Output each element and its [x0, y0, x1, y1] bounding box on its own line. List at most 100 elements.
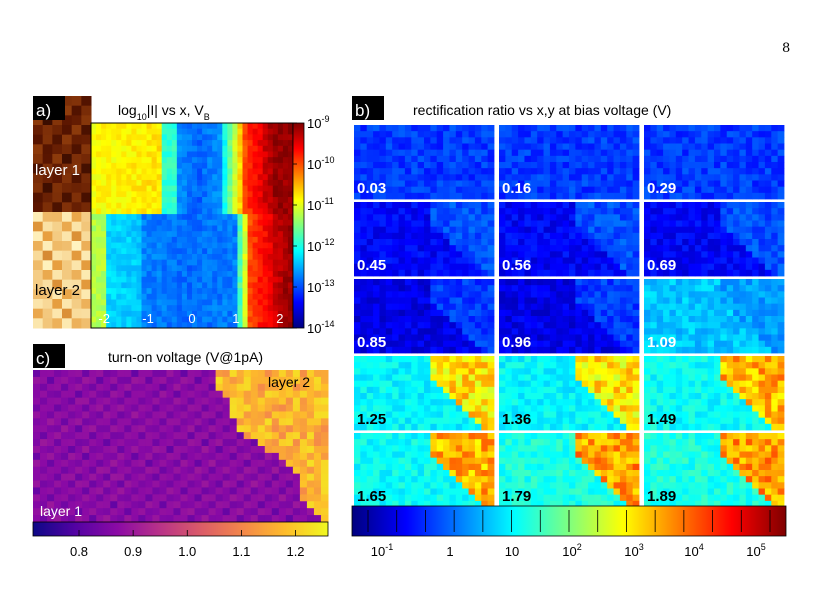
current-map-pixel	[237, 282, 243, 289]
rectification-pixel	[385, 279, 393, 286]
rectification-pixel	[714, 220, 721, 228]
rectification-pixel	[707, 423, 715, 431]
current-map-pixel	[166, 282, 173, 289]
rectification-pixel	[575, 149, 583, 157]
current-map-pixel	[247, 288, 254, 295]
rectification-pixel	[468, 476, 476, 483]
rectification-pixel	[468, 386, 476, 394]
current-colorbar	[292, 122, 305, 329]
current-map-pixel	[186, 208, 193, 215]
current-map-pixel	[272, 219, 279, 226]
rectification-pixel	[707, 386, 715, 394]
rectification-pixel	[714, 168, 721, 175]
rectification-pixel	[626, 251, 634, 258]
rectification-pixel	[771, 386, 779, 394]
rectification-pixel	[619, 368, 627, 375]
rectification-pixel	[663, 137, 670, 144]
rectification-pixel	[436, 451, 444, 459]
rectification-pixel	[366, 168, 374, 175]
current-map-pixel	[176, 225, 183, 232]
rectification-pixel	[720, 309, 728, 317]
rectification-pixel	[764, 316, 772, 323]
current-map-pixel	[282, 185, 289, 192]
rectification-pixel	[524, 285, 532, 292]
rectification-pixel	[392, 155, 399, 163]
current-map-pixel	[252, 248, 259, 255]
current-map-pixel	[277, 162, 284, 170]
current-map-pixel	[192, 214, 198, 221]
rectification-pixel	[588, 423, 595, 431]
rectification-pixel	[537, 168, 544, 175]
rectification-pixel	[726, 180, 734, 188]
rectification-pixel	[430, 346, 438, 354]
rectification-pixel	[739, 186, 747, 194]
rectification-pixel	[694, 411, 702, 419]
rectification-pixel	[607, 251, 614, 258]
current-map-pixel	[141, 310, 148, 318]
rectification-pixel	[632, 226, 640, 234]
rectification-pixel	[411, 220, 419, 228]
current-map-pixel	[237, 185, 243, 192]
current-map-pixel	[207, 208, 213, 215]
current-map-pixel	[141, 288, 148, 295]
current-map-pixel	[207, 316, 213, 323]
rectification-pixel	[474, 457, 482, 465]
rectification-pixel	[650, 362, 658, 369]
rectification-pixel	[581, 257, 589, 265]
rectification-pixel	[600, 374, 608, 382]
rectification-pixel	[607, 380, 614, 388]
current-map-pixel	[91, 197, 97, 204]
current-map-pixel	[247, 236, 254, 244]
rectification-pixel	[777, 149, 785, 157]
rectification-pixel	[626, 309, 634, 317]
current-map-pixel	[232, 242, 238, 249]
rectification-pixel	[398, 251, 406, 258]
rectification-tile-label: 0.96	[502, 334, 531, 351]
current-map-pixel	[222, 191, 228, 198]
rectification-pixel	[436, 328, 444, 335]
rectification-pixel	[733, 226, 740, 234]
rectification-pixel	[462, 463, 469, 471]
rectification-pixel	[675, 137, 683, 144]
rectification-pixel	[575, 334, 583, 342]
current-map-pixel	[91, 214, 97, 221]
rectification-pixel	[417, 291, 425, 298]
rectification-pixel	[354, 340, 361, 348]
rectification-pixel	[714, 356, 721, 363]
rectification-pixel	[373, 393, 380, 400]
rectification-pixel	[701, 174, 709, 181]
rectification-pixel	[694, 368, 702, 375]
rectification-pixel	[398, 279, 406, 286]
rectification-pixel	[758, 232, 766, 240]
rectification-pixel	[449, 303, 457, 311]
current-map-pixel	[101, 191, 107, 198]
rectification-pixel	[758, 257, 766, 265]
current-map-pixel	[267, 282, 274, 289]
current-map-pixel	[232, 236, 238, 244]
topography-pixel	[42, 144, 53, 155]
rectification-pixel	[613, 346, 621, 354]
current-map-pixel	[202, 288, 208, 295]
rectification-pixel	[360, 239, 368, 246]
rectification-pixel	[669, 356, 677, 363]
rectification-pixel	[468, 245, 476, 252]
rectification-pixel	[543, 303, 551, 311]
rectification-pixel	[682, 309, 689, 317]
current-map-pixel	[257, 305, 264, 312]
rectification-pixel	[424, 316, 431, 323]
rectification-pixel	[392, 291, 399, 298]
current-map-pixel	[247, 219, 254, 226]
rectification-pixel	[663, 208, 670, 215]
current-map-pixel	[111, 134, 117, 141]
rectification-pixel	[726, 257, 734, 265]
rectification-pixel	[524, 362, 532, 369]
rectification-pixel	[607, 303, 614, 311]
current-map-pixel	[197, 202, 203, 209]
rectification-pixel	[449, 226, 457, 234]
rectification-pixel	[556, 202, 564, 209]
current-map-pixel	[242, 191, 249, 198]
rectification-pixel	[373, 386, 380, 394]
current-map-pixel	[267, 123, 274, 130]
current-map-pixel	[202, 168, 208, 175]
rectification-pixel	[758, 202, 766, 209]
